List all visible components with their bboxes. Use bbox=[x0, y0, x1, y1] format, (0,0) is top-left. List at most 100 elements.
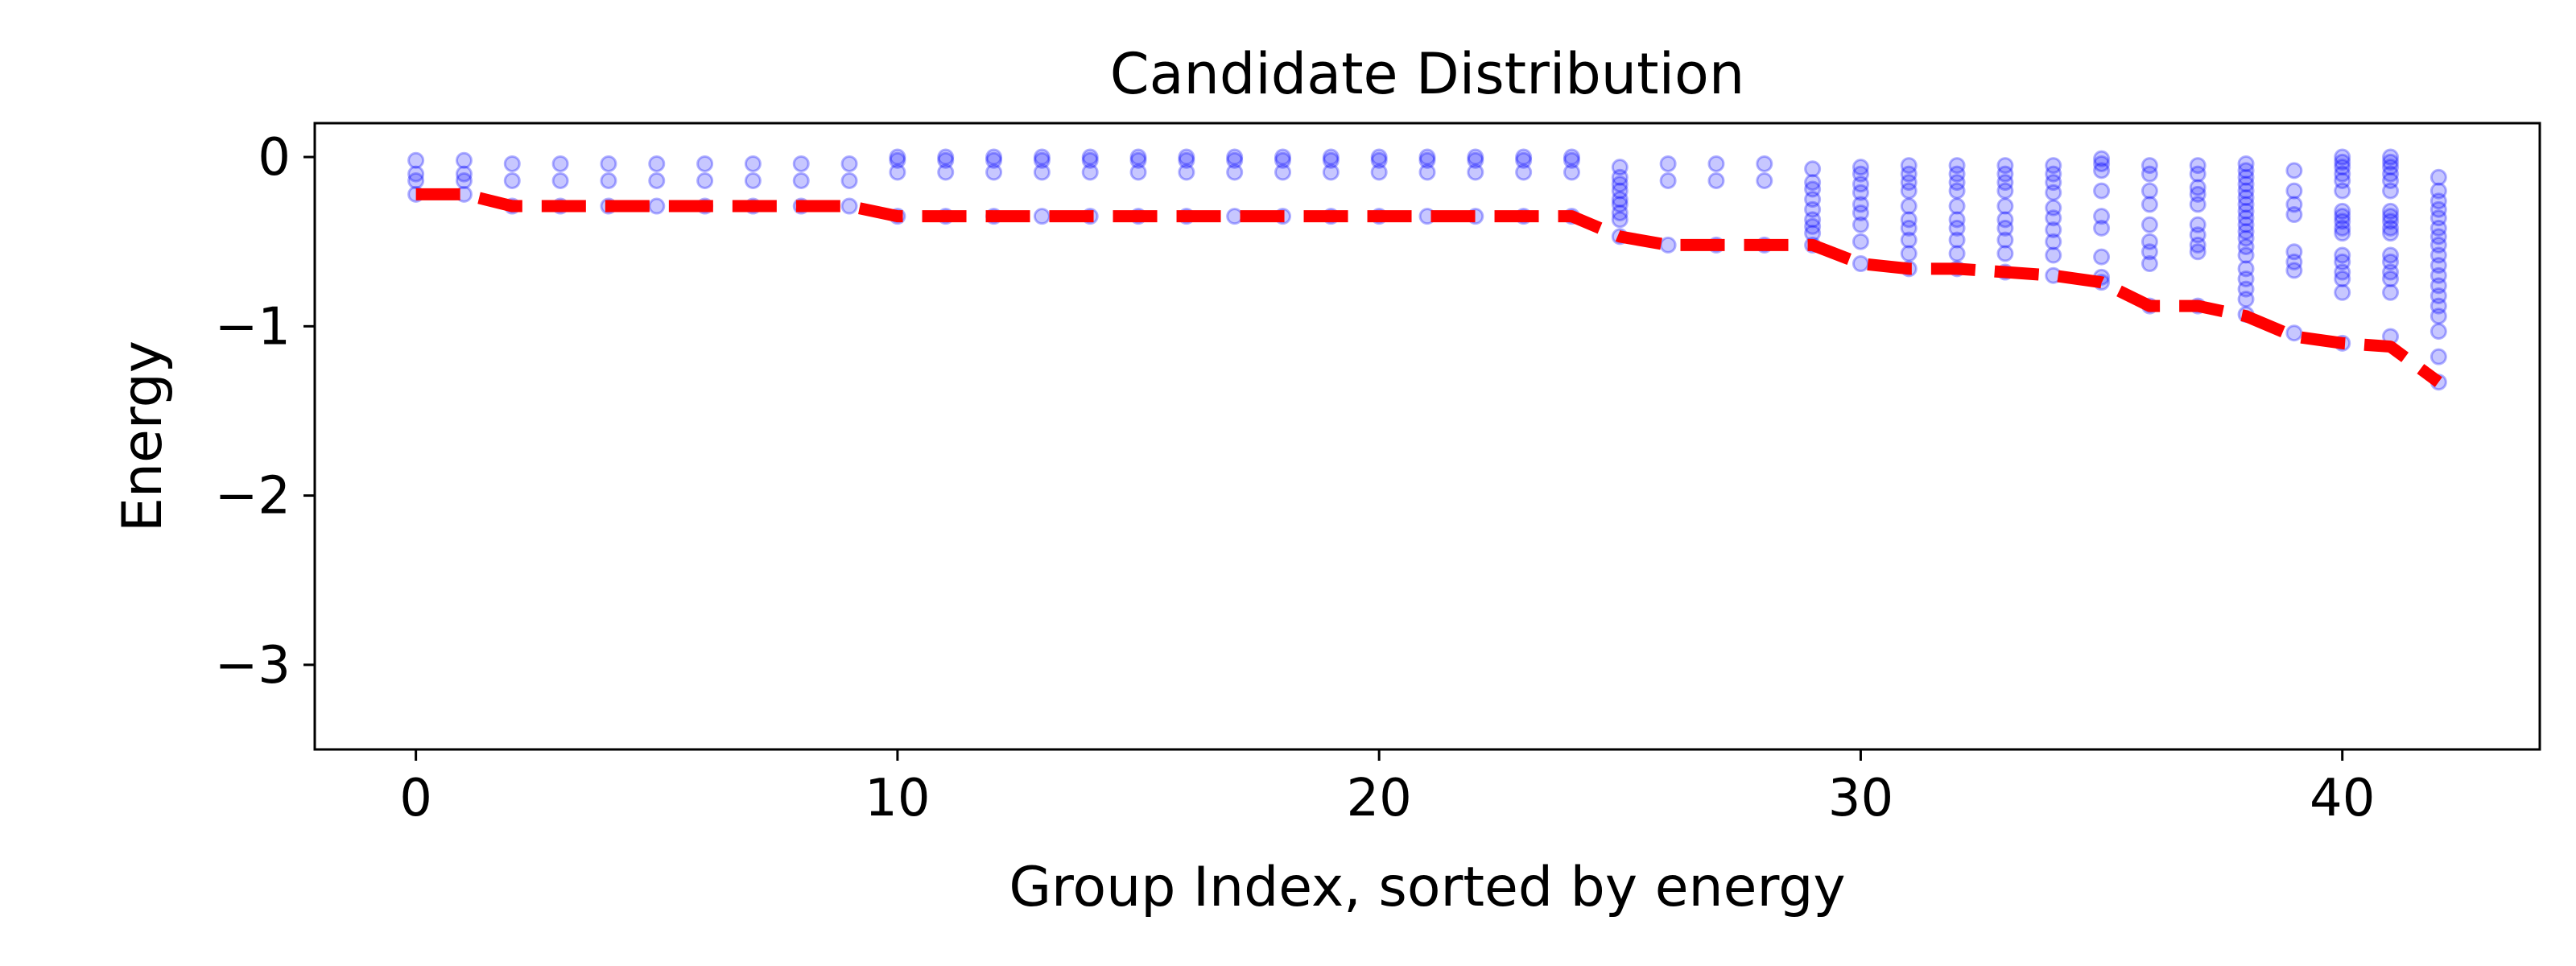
chart-title: Candidate Distribution bbox=[1110, 41, 1745, 107]
candidate-point bbox=[1852, 175, 1869, 193]
candidate-point bbox=[2334, 159, 2351, 176]
candidate-point bbox=[1804, 211, 1822, 229]
candidate-point bbox=[2382, 153, 2400, 171]
candidate-point bbox=[2237, 291, 2255, 308]
y-tick-label: −2 bbox=[215, 467, 291, 526]
candidate-point bbox=[2140, 255, 2158, 273]
candidate-point bbox=[1322, 151, 1340, 169]
x-tick-label: 30 bbox=[1828, 769, 1893, 828]
candidate-point bbox=[1515, 163, 1533, 181]
candidate-point bbox=[792, 155, 810, 172]
candidate-point bbox=[2189, 216, 2207, 233]
candidate-point bbox=[2382, 213, 2400, 230]
candidate-point bbox=[1178, 151, 1195, 169]
candidate-point bbox=[2237, 175, 2255, 193]
candidate-point bbox=[2093, 162, 2111, 180]
x-tick-label: 0 bbox=[399, 769, 432, 828]
candidate-point bbox=[2237, 196, 2255, 213]
candidate-point bbox=[2140, 182, 2158, 200]
candidate-point bbox=[2237, 223, 2255, 241]
candidate-point bbox=[2334, 213, 2351, 230]
candidate-point bbox=[2382, 270, 2400, 287]
candidate-point bbox=[2140, 196, 2158, 213]
candidate-point bbox=[2045, 157, 2062, 175]
candidate-point bbox=[2429, 228, 2447, 246]
candidate-point bbox=[551, 171, 569, 189]
candidate-point bbox=[2334, 165, 2351, 183]
candidate-point bbox=[1129, 148, 1147, 166]
axis-ticks: 0 10 20 30 40 0 −1 −2 −3 bbox=[215, 128, 2376, 828]
candidate-point bbox=[1804, 160, 1822, 178]
candidate-point bbox=[1804, 191, 1822, 208]
candidate-point bbox=[2189, 185, 2207, 203]
candidate-point bbox=[1467, 163, 1484, 181]
candidate-point bbox=[1900, 157, 1918, 175]
candidate-point bbox=[1900, 231, 1918, 249]
candidate-point bbox=[1756, 155, 1773, 172]
candidate-point bbox=[2140, 157, 2158, 175]
y-tick-label: 0 bbox=[258, 128, 291, 188]
y-tick-label: −3 bbox=[215, 636, 291, 696]
candidate-point bbox=[2382, 253, 2400, 270]
candidate-point bbox=[2334, 148, 2351, 166]
candidate-point bbox=[889, 163, 906, 181]
candidate-point bbox=[2045, 165, 2062, 183]
candidate-point bbox=[2382, 263, 2400, 281]
candidate-point bbox=[1418, 148, 1436, 166]
candidate-point bbox=[1948, 197, 1966, 215]
candidate-point bbox=[2045, 174, 2062, 192]
candidate-point bbox=[2140, 233, 2158, 250]
candidate-point bbox=[1996, 157, 2014, 175]
y-axis-label: Energy bbox=[111, 341, 175, 532]
candidate-point bbox=[1900, 219, 1918, 237]
candidate-point bbox=[2237, 280, 2255, 298]
x-axis-label: Group Index, sorted by energy bbox=[1009, 856, 1845, 919]
candidate-point bbox=[1515, 148, 1533, 166]
candidate-point bbox=[2189, 196, 2207, 213]
candidate-point bbox=[1129, 163, 1147, 181]
candidate-point bbox=[1948, 231, 1966, 249]
candidate-point bbox=[2382, 165, 2400, 183]
candidate-point bbox=[551, 155, 569, 172]
candidate-point bbox=[1948, 245, 1966, 262]
candidate-point bbox=[2285, 182, 2303, 200]
candidate-point bbox=[2429, 182, 2447, 200]
candidate-point bbox=[985, 148, 1003, 166]
candidate-point bbox=[2237, 162, 2255, 180]
candidate-point bbox=[1804, 217, 1822, 235]
candidate-point bbox=[1322, 163, 1340, 181]
candidate-point bbox=[1996, 174, 2014, 192]
candidate-point bbox=[2285, 253, 2303, 270]
candidate-point bbox=[985, 163, 1003, 181]
candidate-point bbox=[1900, 174, 1918, 192]
candidate-point bbox=[1996, 182, 2014, 200]
candidate-point bbox=[2285, 324, 2303, 342]
candidate-point bbox=[2285, 196, 2303, 213]
candidate-point bbox=[889, 151, 906, 169]
candidate-point bbox=[1852, 159, 1869, 176]
candidate-point bbox=[2237, 209, 2255, 227]
candidate-point bbox=[1611, 204, 1629, 221]
candidate-point bbox=[2382, 246, 2400, 264]
candidate-point bbox=[2045, 209, 2062, 227]
candidate-point bbox=[2382, 159, 2400, 176]
candidate-point bbox=[600, 155, 617, 172]
candidate-point bbox=[2237, 189, 2255, 207]
candidate-point bbox=[2429, 200, 2447, 218]
candidate-point bbox=[1948, 219, 1966, 237]
candidate-point bbox=[2237, 260, 2255, 278]
candidate-point bbox=[455, 165, 473, 183]
candidate-point bbox=[600, 171, 617, 189]
candidate-point bbox=[1852, 184, 1869, 201]
candidate-point bbox=[1996, 245, 2014, 262]
x-tick-label: 20 bbox=[1346, 769, 1411, 828]
candidate-point bbox=[2189, 179, 2207, 196]
candidate-point bbox=[2189, 243, 2207, 261]
y-tick-label: −1 bbox=[215, 297, 291, 357]
candidate-point bbox=[1033, 151, 1051, 169]
candidate-point bbox=[1852, 255, 1869, 273]
candidate-point bbox=[1563, 163, 1580, 181]
candidate-point bbox=[2382, 171, 2400, 189]
candidate-point bbox=[1033, 148, 1051, 166]
candidate-point bbox=[2237, 155, 2255, 172]
